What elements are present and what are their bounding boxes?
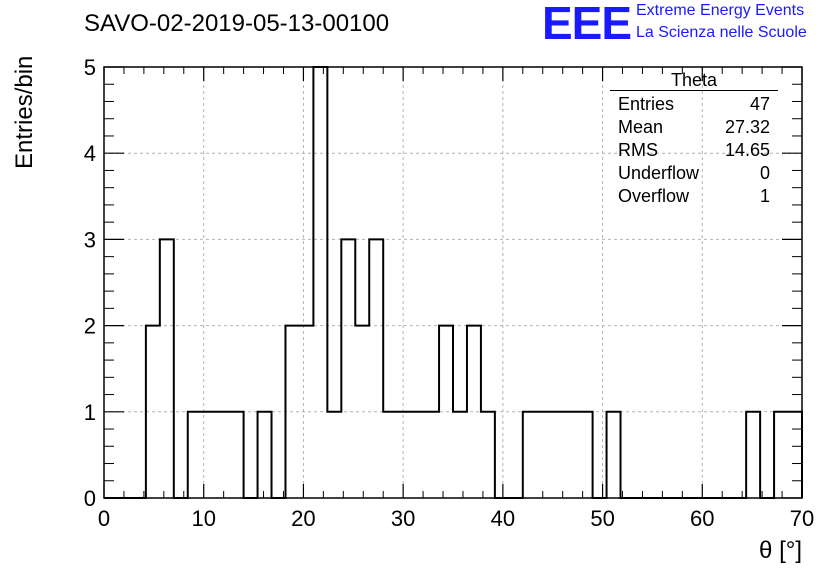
stats-value: 0 [759,163,770,183]
x-tick-labels: 0 10 20 30 40 50 60 70 [98,506,814,531]
x-tick-label: 50 [590,506,614,531]
stats-row: Entries 47 [610,93,778,116]
eee-logo: EEE [542,0,632,49]
x-tick-label: 60 [690,506,714,531]
x-tick-label: 20 [291,506,315,531]
org-subtitle: La Scienza nelle Scuole [636,24,807,41]
y-tick-label: 5 [84,55,96,80]
x-tick-label: 0 [98,506,110,531]
y-tick-label: 0 [84,486,96,511]
stats-label: Overflow [618,186,690,206]
stats-value: 1 [759,186,770,206]
stats-value: 27.32 [724,117,770,137]
x-axis-label: θ [°] [759,537,802,564]
y-tick-label: 3 [84,227,96,252]
stats-row: Overflow 1 [610,185,778,208]
run-title: SAVO-02-2019-05-13-00100 [84,10,390,37]
stats-label: Mean [618,117,664,137]
y-tick-label: 1 [84,400,96,425]
stats-box: Theta Entries 47 Mean 27.32 RMS 14.65 Under… [610,70,778,208]
y-tick-labels: 0 1 2 3 4 5 [84,55,96,511]
x-tick-label: 40 [491,506,515,531]
axis-ticks [103,66,803,499]
x-tick-label: 30 [391,506,415,531]
stats-title: Theta [610,70,778,91]
plot-frame [103,66,803,499]
stats-value: 14.65 [724,140,770,160]
y-tick-label: 4 [84,141,96,166]
stats-label: Underflow [618,163,700,183]
org-name: Extreme Energy Events [636,2,805,19]
stats-row: Underflow 0 [610,162,778,185]
y-axis-label: Entries/bin [11,55,38,169]
stats-row: RMS 14.65 [610,139,778,162]
stats-value: 47 [749,94,770,114]
x-tick-label: 10 [191,506,215,531]
x-tick-label: 70 [790,506,814,531]
stats-label: Entries [618,94,675,114]
y-tick-label: 2 [84,314,96,339]
stats-label: RMS [618,140,658,160]
stats-row: Mean 27.32 [610,116,778,139]
